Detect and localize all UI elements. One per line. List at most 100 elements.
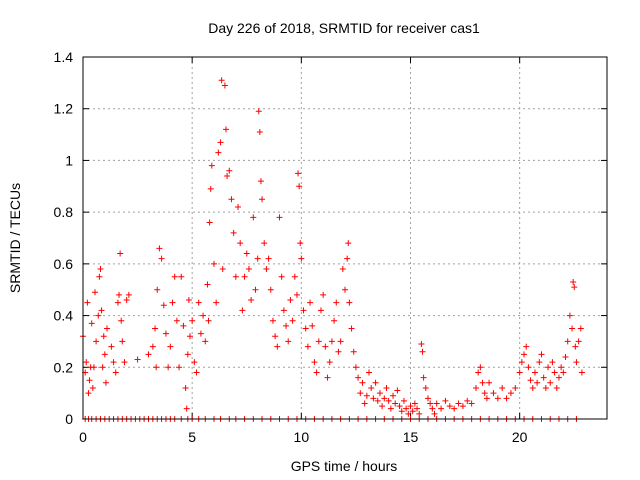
data-point (254, 255, 261, 262)
data-point (503, 395, 510, 402)
data-point (291, 273, 298, 280)
data-point (446, 403, 453, 410)
data-point (121, 359, 128, 366)
data-point (483, 395, 490, 402)
data-point (243, 250, 250, 257)
data-point (512, 384, 519, 391)
data-point (97, 266, 104, 273)
data-point (230, 229, 237, 236)
data-point (116, 291, 123, 298)
data-point (346, 299, 353, 306)
data-point (295, 170, 302, 177)
chart-title: Day 226 of 2018, SRMTID for receiver cas… (208, 20, 480, 36)
data-point (252, 286, 259, 293)
data-point (516, 369, 523, 376)
data-point (256, 128, 263, 135)
data-point (276, 214, 283, 221)
y-axis-label: SRMTID / TECUs (7, 183, 23, 293)
data-point (540, 374, 547, 381)
data-point (211, 260, 217, 267)
data-point (315, 338, 322, 345)
data-point (433, 400, 440, 407)
data-point (195, 299, 202, 306)
data-point (392, 400, 399, 407)
y-tick-label: 1 (65, 152, 73, 168)
data-point (118, 317, 125, 324)
data-point (171, 273, 178, 280)
data-point (366, 369, 373, 376)
data-point (183, 405, 190, 412)
data-point (232, 273, 239, 280)
data-point (342, 286, 348, 293)
data-point (297, 240, 304, 247)
data-point (245, 266, 252, 273)
data-point (438, 405, 445, 412)
data-point (538, 351, 545, 358)
data-point (578, 369, 585, 376)
data-point (455, 400, 462, 407)
data-point (307, 299, 314, 306)
y-tick-label: 0 (65, 411, 73, 427)
data-point (218, 77, 225, 84)
x-tick-label: 5 (188, 429, 196, 445)
data-point (414, 405, 421, 412)
data-point (272, 333, 279, 340)
data-point (154, 286, 161, 293)
data-point (383, 384, 390, 391)
data-point (92, 289, 99, 296)
data-point (555, 374, 562, 381)
y-tick-label: 0.8 (54, 204, 74, 220)
data-point (296, 183, 303, 190)
data-point (89, 384, 96, 391)
data-point (237, 240, 244, 247)
data-point (442, 397, 449, 404)
data-point (322, 343, 329, 350)
data-point (85, 390, 92, 397)
data-point (178, 273, 185, 280)
data-point (569, 325, 576, 332)
data-point (361, 400, 368, 407)
data-point (335, 348, 342, 355)
data-point (320, 291, 327, 298)
data-point (158, 255, 165, 262)
data-point (562, 353, 569, 360)
data-point (184, 351, 191, 358)
data-point (224, 172, 231, 179)
data-point (570, 278, 577, 285)
data-point (333, 299, 340, 306)
data-point (564, 338, 571, 345)
data-point (162, 330, 169, 337)
data-point (536, 359, 543, 366)
data-point (418, 341, 425, 348)
data-point (189, 317, 196, 324)
data-point (176, 364, 183, 371)
data-point (560, 369, 567, 376)
data-point (374, 397, 381, 404)
data-point (193, 369, 200, 376)
data-point (207, 185, 214, 192)
data-point (350, 348, 357, 355)
data-point (123, 297, 130, 304)
data-point (165, 364, 172, 371)
data-point (173, 317, 180, 324)
data-point (409, 408, 416, 415)
data-point (424, 395, 431, 402)
data-point (302, 325, 309, 332)
data-point (553, 384, 560, 391)
data-point (206, 219, 213, 226)
data-point (551, 369, 558, 376)
data-point (525, 364, 532, 371)
data-point (304, 343, 311, 350)
data-point (577, 325, 584, 332)
data-point (204, 281, 211, 288)
data-point (86, 377, 93, 384)
data-point (185, 297, 192, 304)
y-tick-label: 1.4 (54, 49, 74, 65)
data-point (468, 400, 475, 407)
data-point (477, 364, 484, 371)
data-point (542, 384, 549, 391)
data-point (400, 397, 407, 404)
data-point (575, 338, 582, 345)
data-point (324, 374, 331, 381)
